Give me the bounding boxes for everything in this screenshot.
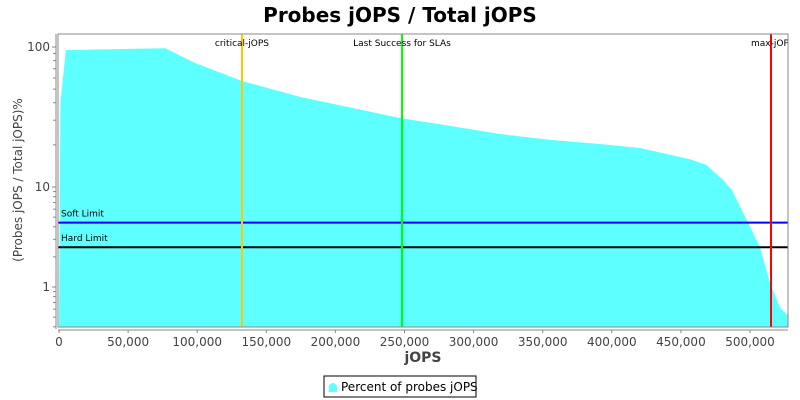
x-axis-label: jOPS (403, 350, 441, 366)
x-tick-label: 0 (55, 335, 63, 349)
plot-border (57, 33, 789, 328)
marker-label: Soft Limit (61, 210, 104, 220)
x-tick-label: 300,000 (449, 335, 499, 349)
y-tick-label: 100 (27, 40, 50, 54)
x-tick-label: 500,000 (725, 335, 775, 349)
chart-title: Probes jOPS / Total jOPS (263, 3, 537, 27)
marker-label: critical-jOPS (215, 39, 269, 49)
x-tick-label: 400,000 (587, 335, 637, 349)
legend: Percent of probes jOPS (323, 375, 478, 398)
x-tick-label: 350,000 (518, 335, 568, 349)
x-tick-label: 250,000 (380, 335, 430, 349)
series-area (59, 48, 788, 327)
x-tick-label: 50,000 (107, 335, 149, 349)
y-tick-label: 10 (35, 180, 50, 194)
x-tick-label: 450,000 (656, 335, 706, 349)
x-tick-label: 150,000 (241, 335, 291, 349)
legend-swatch-icon (329, 383, 337, 392)
marker-label: max-jOPS (751, 39, 795, 49)
marker-label: Last Success for SLAs (353, 39, 451, 49)
marker-label: Hard Limit (61, 234, 108, 244)
x-tick-label: 200,000 (311, 335, 361, 349)
y-tick-label: 1 (42, 280, 50, 294)
y-axis-label: (Probes jOPS / Total jOPS)% (11, 98, 25, 262)
legend-label: Percent of probes jOPS (341, 380, 478, 394)
x-tick-label: 100,000 (172, 335, 222, 349)
plot-area: Soft Limit Hard Limit critical-jOPS Last Su… (27, 33, 795, 349)
